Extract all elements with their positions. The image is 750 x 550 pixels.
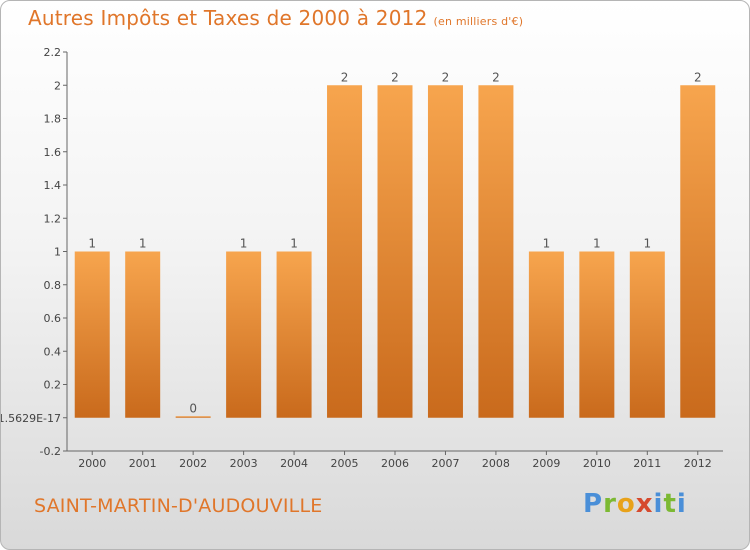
data-label: 1 [290,237,298,251]
y-tick-label: 0.2 [44,379,62,392]
bar-2001 [125,251,161,418]
data-label: 2 [492,70,500,84]
x-tick-label: 2009 [532,457,560,470]
bar-2006 [377,85,413,418]
data-label: 1 [240,237,248,251]
y-tick-label: 0.8 [44,279,62,292]
chart-title: Autres Impôts et Taxes de 2000 à 2012 (en… [28,6,523,30]
x-tick-label: 2007 [431,457,459,470]
bar-2009 [528,251,564,418]
logo-letter-p: P [583,489,604,519]
y-tick-label: 1.6 [44,146,62,159]
y-tick-label: -1.5629E-17 [1,412,61,425]
bar-2003 [226,251,262,418]
data-label: 1 [88,237,96,251]
chart-unit: (en milliers d'€) [433,15,524,28]
x-tick-label: 2000 [78,457,106,470]
data-label: 2 [391,70,399,84]
y-tick-label: -0.2 [40,445,61,458]
x-tick-label: 2004 [280,457,308,470]
bar-2010 [579,251,615,418]
data-label: 2 [341,70,349,84]
bar-2007 [427,85,463,418]
bar-2011 [629,251,665,418]
y-tick-label: 1.4 [44,179,62,192]
y-tick-label: 0.6 [44,312,62,325]
data-label: 1 [593,237,601,251]
data-label: 2 [442,70,450,84]
y-tick-label: 0.4 [44,345,62,358]
x-tick-label: 2003 [230,457,258,470]
logo-letter-x: x [635,489,654,519]
y-tick-label: 1 [54,246,61,259]
bar-2000 [74,251,110,418]
proxiti-logo: Proxiti [583,489,687,519]
data-label: 0 [189,401,197,415]
data-label: 1 [643,237,651,251]
bar-2004 [276,251,312,418]
y-tick-label: 2 [54,79,61,92]
bar-2002 [175,416,211,418]
bar-2012 [680,85,716,418]
x-tick-label: 2006 [381,457,409,470]
x-tick-label: 2008 [482,457,510,470]
x-tick-label: 2011 [633,457,661,470]
logo-letter-i: i [653,489,664,519]
logo-letter-i2: i [676,489,687,519]
data-label: 1 [139,237,147,251]
logo-letter-o: o [616,489,636,519]
x-tick-label: 2012 [684,457,712,470]
logo-letter-r: r [603,489,617,519]
bar-2008 [478,85,514,418]
data-label: 1 [543,237,551,251]
commune-name: SAINT-MARTIN-D'AUDOUVILLE [34,495,323,517]
chart-title-text: Autres Impôts et Taxes de 2000 à 2012 [28,6,428,30]
y-tick-label: 1.8 [44,113,62,126]
y-tick-label: 2.2 [44,46,62,59]
x-tick-label: 2001 [129,457,157,470]
data-label: 2 [694,70,702,84]
x-tick-label: 2005 [331,457,359,470]
y-tick-label: 1.2 [44,212,62,225]
logo-letter-t: t [663,489,677,519]
x-tick-label: 2002 [179,457,207,470]
bar-2005 [327,85,363,418]
x-tick-label: 2010 [583,457,611,470]
